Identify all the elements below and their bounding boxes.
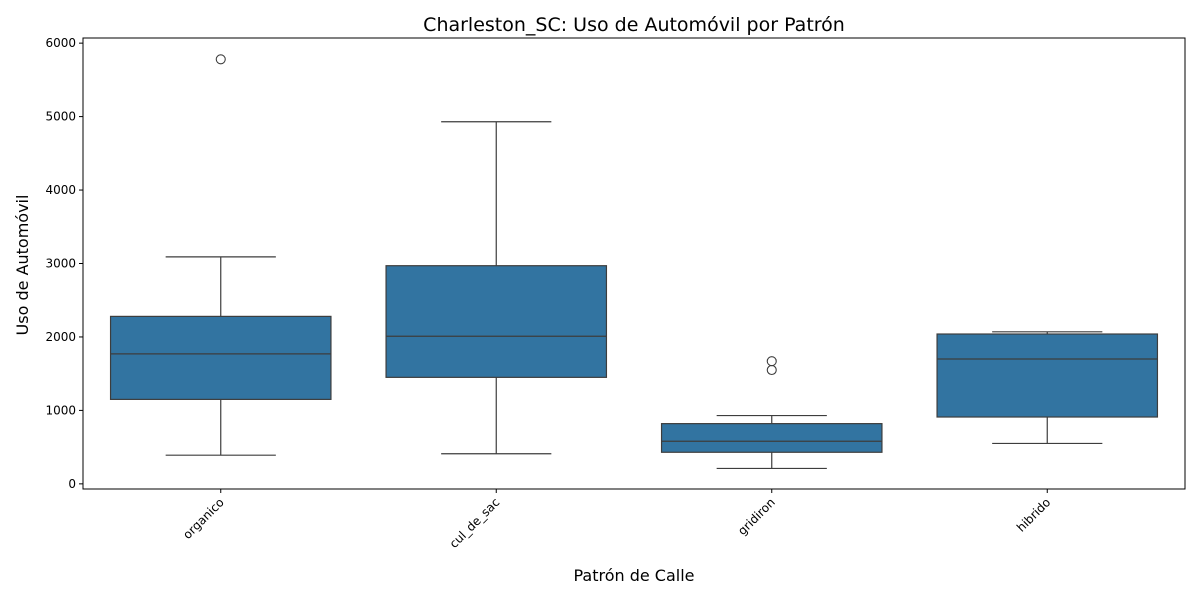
x-tick-label: cul_de_sac — [447, 495, 503, 551]
x-tick-label: gridiron — [735, 495, 778, 538]
box-gridiron — [660, 423, 883, 453]
y-tick-label: 4000 — [45, 183, 76, 197]
x-axis-label: Patrón de Calle — [573, 566, 694, 585]
y-tick-label: 2000 — [45, 330, 76, 344]
x-tick-label: organico — [180, 495, 227, 542]
y-tick-label: 1000 — [45, 403, 76, 417]
outlier-point — [766, 356, 777, 367]
plot-area: 0 1000 2000 3000 4000 5000 6000 organico cul_de_… — [45, 36, 1186, 551]
y-axis-label: Uso de Automóvil — [13, 195, 32, 336]
outlier-point — [215, 54, 226, 65]
y-tick-label: 3000 — [45, 257, 76, 271]
plot-frame — [82, 37, 1186, 490]
box-hibrido — [936, 333, 1159, 418]
y-tick-label: 6000 — [45, 36, 76, 50]
y-tick-label: 5000 — [45, 110, 76, 124]
chart-title: Charleston_SC: Uso de Automóvil por Patr… — [423, 14, 845, 36]
outlier-point — [766, 364, 777, 376]
box-organico — [109, 315, 332, 400]
x-tick-label: hibrido — [1014, 495, 1053, 534]
box-cul_de_sac — [385, 265, 608, 378]
y-tick-label: 0 — [68, 477, 76, 491]
